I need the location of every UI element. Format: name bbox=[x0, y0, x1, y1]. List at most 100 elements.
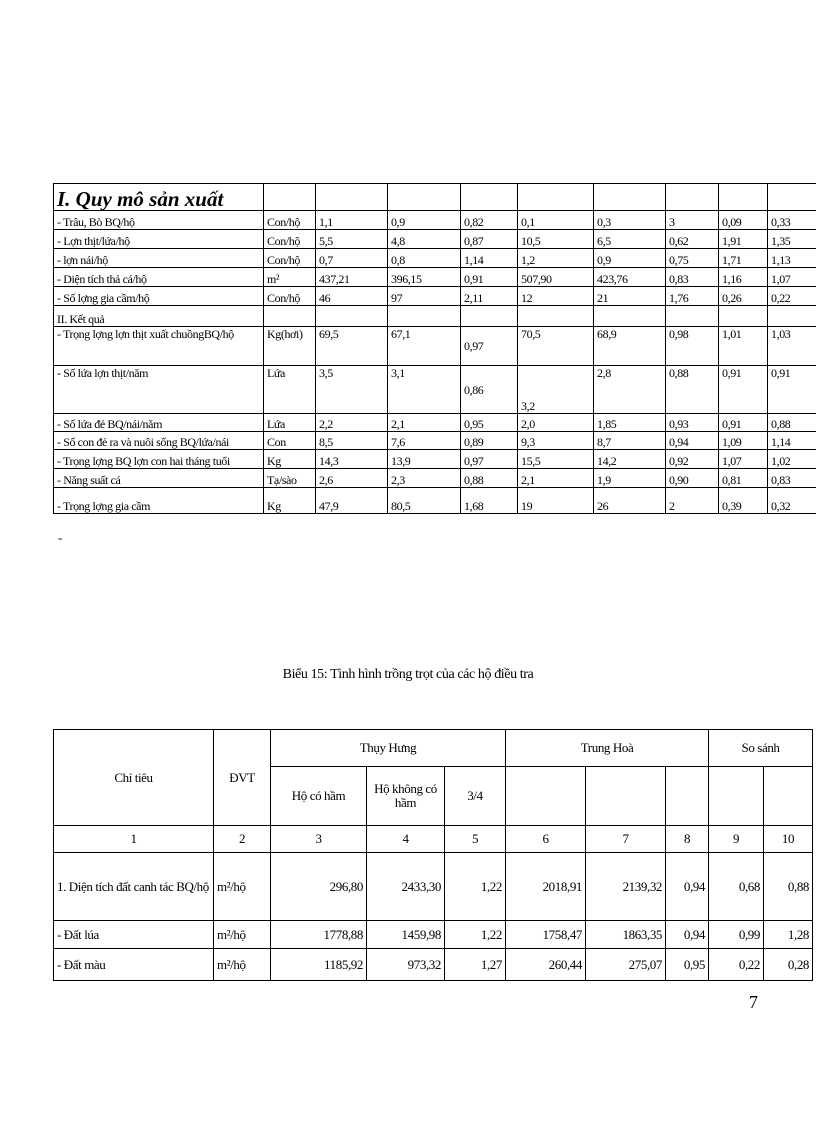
table-cell: Con/hộ bbox=[263, 248, 316, 268]
table-cell: 423,76 bbox=[593, 267, 666, 287]
table-cell: 2139,32 bbox=[585, 852, 667, 921]
table-cell bbox=[315, 183, 388, 211]
table-cell: Con bbox=[263, 431, 316, 450]
table-cell: 10,5 bbox=[517, 229, 594, 249]
table-cell: 0,88 bbox=[763, 852, 814, 921]
table-cell bbox=[665, 305, 719, 327]
table-row: - Trọng lợng BQ lợn con hai tháng tuổi Kg… bbox=[53, 449, 816, 469]
table-cell: 0,1 bbox=[517, 210, 594, 230]
table-cell: 0,62 bbox=[665, 229, 719, 249]
table-cell: 0,97 bbox=[460, 449, 518, 469]
table-cell: 8,7 bbox=[593, 431, 666, 450]
table-cell: Kg bbox=[263, 449, 316, 469]
table-cell: 2018,91 bbox=[505, 852, 587, 921]
table-cell: 1758,47 bbox=[505, 920, 587, 949]
table-cell: Lứa bbox=[263, 413, 316, 432]
table-cell: 0,22 bbox=[767, 286, 816, 306]
table-cell: Lứa bbox=[263, 365, 316, 414]
group-header: Trung Hoà bbox=[505, 729, 710, 767]
table-cell: - Số con đẻ ra và nuôi sống BQ/lứa/nái bbox=[53, 431, 264, 450]
table-cell: 3,1 bbox=[387, 365, 461, 414]
table-cell: 47,9 bbox=[315, 487, 388, 514]
table-cell: - Số lứa lợn thịt/năm bbox=[53, 365, 264, 414]
table-cell: 0,95 bbox=[665, 948, 710, 981]
table-cell: 296,80 bbox=[270, 852, 367, 921]
table-cell: 0,09 bbox=[718, 210, 768, 230]
table-cell: 1,27 bbox=[443, 948, 507, 981]
table-cell: 1,85 bbox=[593, 413, 666, 432]
table-cell: 0,86 bbox=[460, 365, 518, 414]
table-cell: 0,91 bbox=[718, 413, 768, 432]
table-cell: 12 bbox=[517, 286, 594, 306]
table-cell bbox=[665, 183, 719, 211]
table-cell: 0,83 bbox=[665, 267, 719, 287]
table-cell: 2,3 bbox=[387, 468, 461, 488]
table-cell: 1,1 bbox=[315, 210, 388, 230]
table-cell: 0,81 bbox=[718, 468, 768, 488]
table-cell: 1,2 bbox=[517, 248, 594, 268]
table-cell bbox=[460, 183, 518, 211]
table-cell: 1,09 bbox=[718, 431, 768, 450]
table-cell: 1,02 bbox=[767, 449, 816, 469]
table-cell: - Số lợng gia cầm/hộ bbox=[53, 286, 264, 306]
table-cell: 4,8 bbox=[387, 229, 461, 249]
table-cell: 2,8 bbox=[593, 365, 666, 414]
table-cell bbox=[767, 183, 816, 211]
table-cell: 15,5 bbox=[517, 449, 594, 469]
table-cell: 0,83 bbox=[767, 468, 816, 488]
table-cell: 21 bbox=[593, 286, 666, 306]
table-cell bbox=[593, 183, 666, 211]
table-row: - Trâu, Bò BQ/hộ Con/hộ 1,1 0,9 0,82 0,1 0,3 3 0… bbox=[53, 210, 816, 230]
table-row: - Năng suất cá Tạ/sào 2,6 2,3 0,88 2,1 1,9 0,90… bbox=[53, 468, 816, 488]
table-cell: 97 bbox=[387, 286, 461, 306]
table-body: Chỉ tiêu ĐVT Thụy Hưng Trung Hoà So sánh Hộ c… bbox=[53, 729, 814, 981]
table-cell: 8,5 bbox=[315, 431, 388, 450]
table-cell: 0,28 bbox=[763, 948, 814, 981]
subheader-cell: Hộ không có hầm bbox=[366, 766, 445, 826]
table-cell: 0,7 bbox=[315, 248, 388, 268]
table-cell: 0,89 bbox=[460, 431, 518, 450]
column-number: 8 bbox=[665, 825, 710, 853]
table-cell: 19 bbox=[517, 487, 594, 514]
table-cell: 1778,88 bbox=[270, 920, 367, 949]
table-cell: - Trọng lợng lợn thịt xuất chuồngBQ/hộ bbox=[53, 326, 264, 366]
table-cell: 14,3 bbox=[315, 449, 388, 469]
table-cell: 46 bbox=[315, 286, 388, 306]
table-cell: 0,91 bbox=[767, 365, 816, 414]
table-cell: Tạ/sào bbox=[263, 468, 316, 488]
table-cell bbox=[387, 305, 461, 327]
table-cell: - lợn nái/hộ bbox=[53, 248, 264, 268]
table-cell: 1,91 bbox=[718, 229, 768, 249]
table-cell: 1,03 bbox=[767, 326, 816, 366]
table-cell: 2,0 bbox=[517, 413, 594, 432]
table-cell: 0,92 bbox=[665, 449, 719, 469]
column-number: 5 bbox=[443, 825, 507, 853]
table-cell: 0,22 bbox=[708, 948, 765, 981]
column-number: 1 bbox=[53, 825, 214, 853]
table-cell: m²/hộ bbox=[213, 920, 271, 949]
table-cell: 1,01 bbox=[718, 326, 768, 366]
table-row: - Trọng lợng lợn thịt xuất chuồngBQ/hộ Kg… bbox=[53, 326, 816, 366]
table-cell: 2,11 bbox=[460, 286, 518, 306]
table-cell: 973,32 bbox=[366, 948, 445, 981]
table-row: I. Quy mô sản xuất bbox=[53, 183, 816, 211]
table-cell: 0,3 bbox=[593, 210, 666, 230]
table-cell bbox=[517, 183, 594, 211]
table-cell: 3,5 bbox=[315, 365, 388, 414]
table-cell bbox=[263, 305, 316, 327]
table-cell: 0,9 bbox=[593, 248, 666, 268]
table-cell: 26 bbox=[593, 487, 666, 514]
table-cell: 507,90 bbox=[517, 267, 594, 287]
header-row: Hộ có hầm Hộ không có hầm 3/4 bbox=[54, 766, 814, 826]
table-cell: Kg bbox=[263, 487, 316, 514]
table-cell: 260,44 bbox=[505, 948, 587, 981]
crop-table: Chỉ tiêu ĐVT Thụy Hưng Trung Hoà So sánh Hộ c… bbox=[53, 729, 814, 981]
table-row: - lợn nái/hộ Con/hộ 0,7 0,8 1,14 1,2 0,9 0,75 1,… bbox=[53, 248, 816, 268]
table-cell: 1,68 bbox=[460, 487, 518, 514]
table-cell: 0,68 bbox=[708, 852, 765, 921]
table-cell: 437,21 bbox=[315, 267, 388, 287]
table-cell: 7,6 bbox=[387, 431, 461, 450]
header-cell: Chỉ tiêu bbox=[53, 729, 214, 826]
header-row: Chỉ tiêu ĐVT Thụy Hưng Trung Hoà So sánh bbox=[53, 729, 814, 826]
